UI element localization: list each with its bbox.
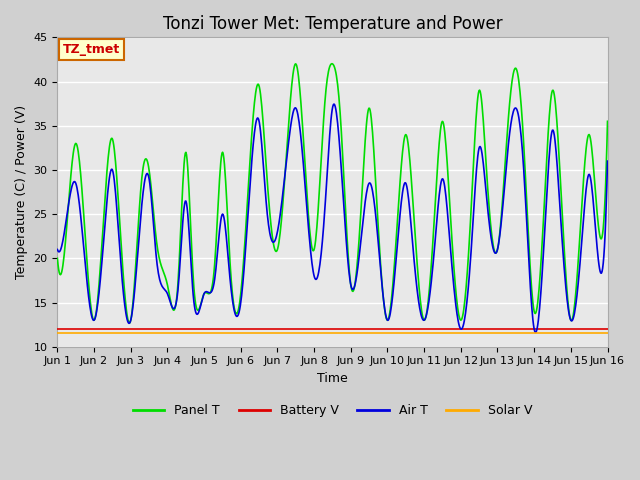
X-axis label: Time: Time xyxy=(317,372,348,385)
Title: Tonzi Tower Met: Temperature and Power: Tonzi Tower Met: Temperature and Power xyxy=(163,15,502,33)
Y-axis label: Temperature (C) / Power (V): Temperature (C) / Power (V) xyxy=(15,105,28,279)
Solar V xyxy=(529,331,536,336)
Panel T xyxy=(113,183,121,189)
Air T xyxy=(446,236,454,241)
Line: Air T: Air T xyxy=(58,104,607,332)
Air T xyxy=(604,158,611,164)
Panel T xyxy=(126,320,134,326)
Battery V xyxy=(54,326,61,332)
Battery V xyxy=(529,326,536,332)
Battery V xyxy=(445,326,453,332)
Air T xyxy=(289,113,296,119)
Panel T xyxy=(197,300,205,305)
Air T xyxy=(330,101,338,107)
Panel T xyxy=(530,305,538,311)
Solar V xyxy=(289,331,296,336)
Panel T xyxy=(328,61,336,67)
Panel T xyxy=(469,173,477,179)
Battery V xyxy=(289,326,296,332)
Legend: Panel T, Battery V, Air T, Solar V: Panel T, Battery V, Air T, Solar V xyxy=(128,399,537,422)
Text: TZ_tmet: TZ_tmet xyxy=(63,43,120,56)
Panel T xyxy=(447,210,454,216)
Solar V xyxy=(113,331,121,336)
Air T xyxy=(196,303,204,309)
Battery V xyxy=(468,326,476,332)
Solar V xyxy=(468,331,476,336)
Panel T xyxy=(604,119,611,124)
Air T xyxy=(531,329,539,335)
Air T xyxy=(468,230,476,236)
Solar V xyxy=(604,331,611,336)
Battery V xyxy=(604,326,611,332)
Air T xyxy=(113,213,121,219)
Battery V xyxy=(196,326,204,332)
Battery V xyxy=(113,326,121,332)
Line: Panel T: Panel T xyxy=(58,64,607,323)
Solar V xyxy=(54,331,61,336)
Air T xyxy=(529,316,537,322)
Panel T xyxy=(289,72,297,77)
Air T xyxy=(54,247,61,252)
Solar V xyxy=(196,331,204,336)
Solar V xyxy=(445,331,453,336)
Panel T xyxy=(54,255,61,261)
